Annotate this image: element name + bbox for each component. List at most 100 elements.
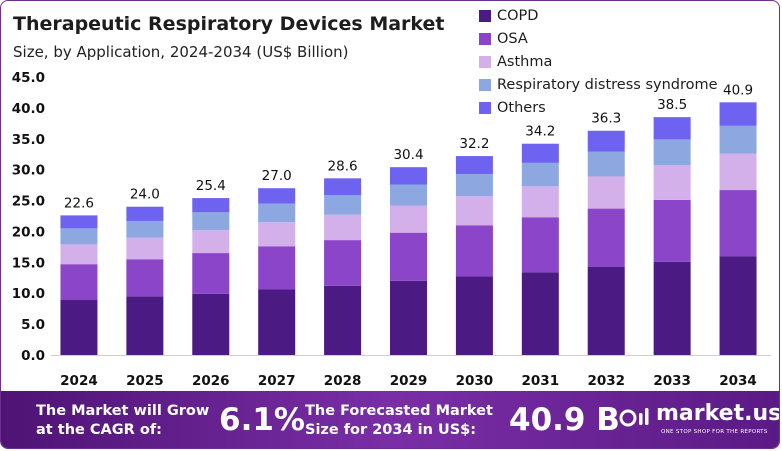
bar-segment-copd-2031 <box>521 272 559 355</box>
x-tick-label-2026: 2026 <box>192 373 230 389</box>
bar-segment-osa-2030 <box>455 225 493 277</box>
bar-segment-respiratory-distress-syndrome-2028 <box>324 194 362 215</box>
total-label-2030: 32.2 <box>459 136 489 152</box>
bar-segment-others-2027 <box>258 188 296 204</box>
bar-segment-respiratory-distress-syndrome-2031 <box>521 162 559 187</box>
total-label-2029: 30.4 <box>393 147 423 163</box>
bar-segment-osa-2027 <box>258 246 296 290</box>
cagr-caption-line2: at the CAGR of: <box>36 422 162 438</box>
bar-segment-asthma-2033 <box>653 165 691 200</box>
footer-banner: The Market will Grow at the CAGR of: 6.1… <box>1 391 780 448</box>
legend-swatch-asthma <box>479 55 491 68</box>
bar-segment-osa-2028 <box>324 240 362 286</box>
legend-swatch-others <box>479 101 491 114</box>
chart-title: Therapeutic Respiratory Devices Market <box>13 13 445 35</box>
bar-segment-osa-2026 <box>192 253 230 294</box>
legend-item-respiratory-distress-syndrome: Respiratory distress syndrome <box>479 73 718 96</box>
bar-segment-respiratory-distress-syndrome-2026 <box>192 212 230 231</box>
legend-swatch-copd <box>479 9 491 22</box>
cagr-caption: The Market will Grow at the CAGR of: <box>36 402 209 440</box>
bar-segment-asthma-2026 <box>192 230 230 254</box>
bar-segment-copd-2027 <box>258 289 296 355</box>
bar-segment-others-2028 <box>324 178 362 195</box>
forecast-caption-line1: The Forecasted Market <box>305 403 493 419</box>
x-tick-label-2025: 2025 <box>126 373 164 389</box>
bar-segment-respiratory-distress-syndrome-2034 <box>719 125 757 154</box>
bar-segment-respiratory-distress-syndrome-2027 <box>258 203 296 223</box>
bar-segment-asthma-2031 <box>521 186 559 218</box>
bar-segment-others-2033 <box>653 117 691 140</box>
bar-segment-others-2026 <box>192 198 230 213</box>
bar-segment-copd-2024 <box>60 300 98 355</box>
bar-segment-copd-2029 <box>390 280 427 355</box>
legend-label-respiratory-distress-syndrome: Respiratory distress syndrome <box>497 76 718 93</box>
bar-segment-osa-2034 <box>719 190 757 257</box>
x-tick-label-2033: 2033 <box>653 373 691 389</box>
brand-tagline: ONE STOP SHOP FOR THE REPORTS <box>661 429 768 435</box>
total-label-2028: 28.6 <box>328 158 358 174</box>
total-label-2025: 24.0 <box>130 187 160 203</box>
bar-segment-asthma-2032 <box>587 176 625 209</box>
total-label-2032: 36.3 <box>591 111 621 127</box>
chart-legend: COPD OSA Asthma Respiratory distress syn… <box>479 4 718 119</box>
market-us-logo-icon <box>619 408 649 427</box>
y-tick-label: 0.0 <box>21 348 45 364</box>
total-label-2031: 34.2 <box>525 124 555 140</box>
y-tick-label: 5.0 <box>21 317 45 333</box>
bar-segment-others-2029 <box>390 167 427 185</box>
bar-segment-copd-2033 <box>653 261 691 355</box>
bar-segment-others-2024 <box>60 215 98 229</box>
y-tick-label: 15.0 <box>12 255 45 271</box>
legend-item-osa: OSA <box>479 27 718 50</box>
y-tick-label: 40.0 <box>12 101 45 117</box>
legend-item-copd: COPD <box>479 4 718 27</box>
bar-segment-others-2032 <box>587 130 625 152</box>
bar-segment-asthma-2028 <box>324 214 362 241</box>
legend-label-asthma: Asthma <box>497 53 553 70</box>
y-tick-label: 10.0 <box>12 286 45 302</box>
forecast-value: 40.9 B <box>509 402 620 438</box>
bar-segment-osa-2032 <box>587 208 625 267</box>
cagr-value: 6.1% <box>219 402 305 438</box>
x-tick-label-2029: 2029 <box>390 373 428 389</box>
bar-segment-osa-2031 <box>521 217 559 273</box>
total-label-2024: 22.6 <box>64 195 94 211</box>
bar-segment-osa-2033 <box>653 199 691 262</box>
forecast-caption-line2: Size for 2034 in US$: <box>305 422 477 438</box>
bar-segment-copd-2025 <box>126 296 164 355</box>
total-label-2026: 25.4 <box>196 178 226 194</box>
bar-segment-asthma-2029 <box>390 205 427 233</box>
x-tick-label-2034: 2034 <box>719 373 757 389</box>
legend-swatch-respiratory-distress-syndrome <box>479 78 491 91</box>
bar-segment-respiratory-distress-syndrome-2029 <box>390 184 427 206</box>
total-label-2034: 40.9 <box>723 82 753 98</box>
bar-segment-asthma-2027 <box>258 222 296 247</box>
brand-name: market.us <box>656 401 780 426</box>
bar-segment-copd-2030 <box>455 276 493 355</box>
y-tick-label: 25.0 <box>12 194 45 210</box>
bar-segment-asthma-2030 <box>455 196 493 226</box>
stacked-bar-chart: 0.0 5.0 10.0 15.0 20.0 25.0 30.0 35.0 40.0 45.0 22… <box>12 70 771 389</box>
bar-segment-asthma-2025 <box>126 237 164 260</box>
x-tick-label-2032: 2032 <box>587 373 625 389</box>
bar-segment-osa-2025 <box>126 259 164 297</box>
y-tick-label: 45.0 <box>12 70 45 86</box>
y-tick-label: 30.0 <box>12 163 45 179</box>
bar-segment-copd-2032 <box>587 266 625 355</box>
bar-segment-copd-2034 <box>719 256 757 355</box>
bar-segment-respiratory-distress-syndrome-2030 <box>455 173 493 197</box>
cagr-caption-line1: The Market will Grow <box>36 403 210 419</box>
bar-segment-copd-2028 <box>324 285 362 355</box>
x-tick-label-2024: 2024 <box>60 373 98 389</box>
legend-label-copd: COPD <box>497 7 539 24</box>
x-tick-label-2030: 2030 <box>456 373 494 389</box>
bar-segment-respiratory-distress-syndrome-2033 <box>653 139 691 166</box>
legend-swatch-osa <box>479 32 491 45</box>
x-tick-label-2027: 2027 <box>258 373 296 389</box>
total-label-2033: 38.5 <box>657 97 687 113</box>
bar-segment-others-2030 <box>455 156 493 174</box>
forecast-caption: The Forecasted Market Size for 2034 in U… <box>305 402 493 440</box>
x-tick-label-2028: 2028 <box>324 373 362 389</box>
bar-segment-respiratory-distress-syndrome-2025 <box>126 220 164 238</box>
